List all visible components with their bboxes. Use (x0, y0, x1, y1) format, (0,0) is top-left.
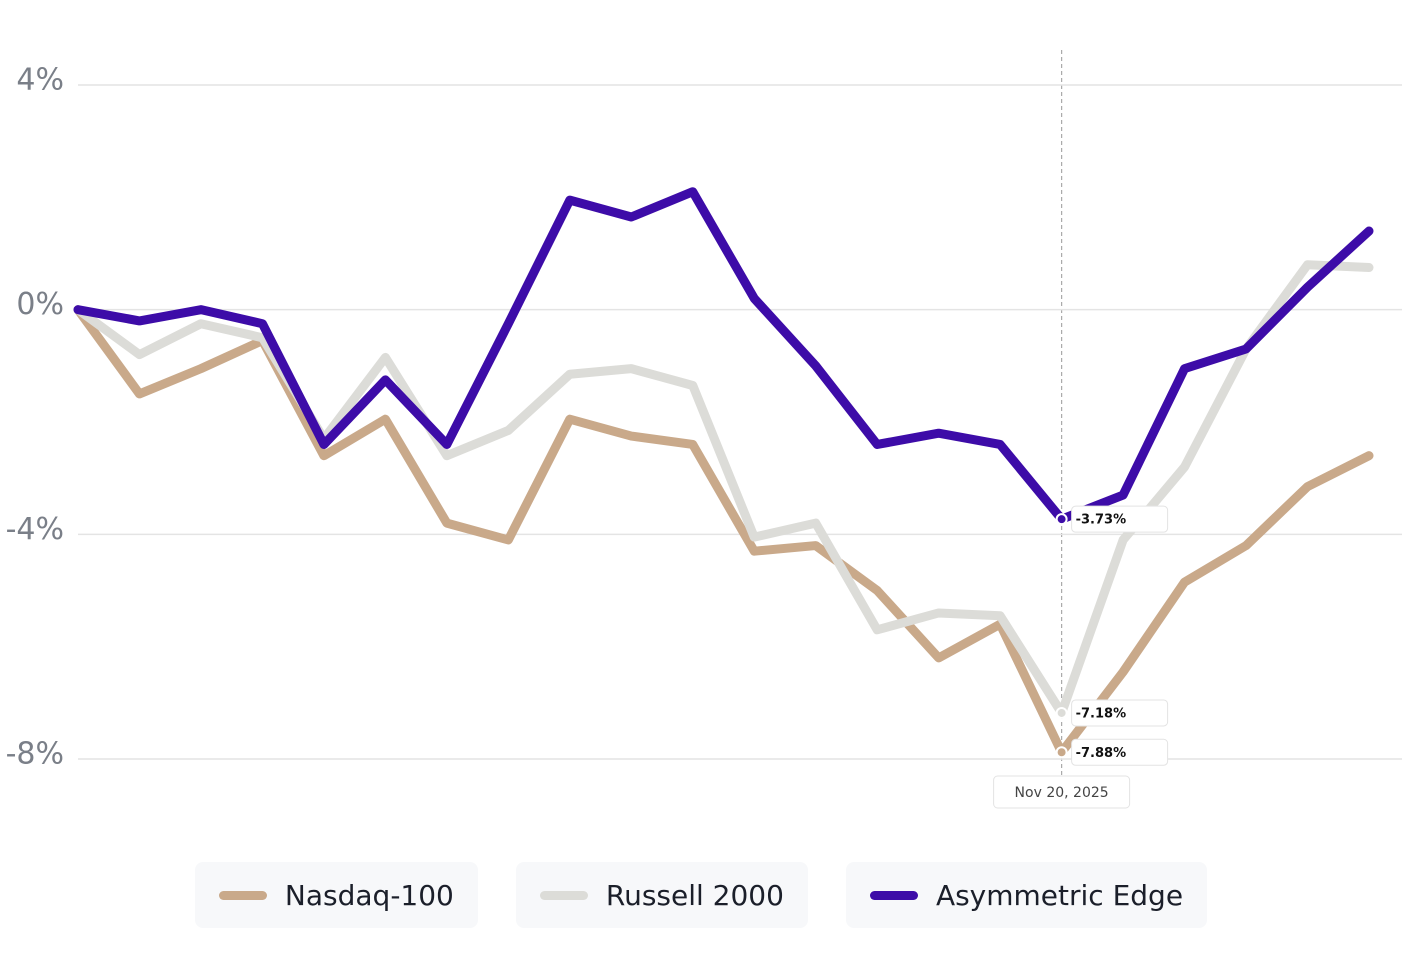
legend-item[interactable]: Nasdaq-100 (194, 862, 478, 928)
value-label-box (1071, 699, 1169, 727)
series-line (73, 187, 1374, 524)
chart: 4% 0% -4% -8% -7.88% -7.18% -3.73% Nov 20, 2025 (6, 50, 1402, 809)
value-label-box (1071, 738, 1169, 766)
y-tick-label: -4% (6, 512, 64, 547)
legend-label: Russell 2000 (605, 878, 784, 912)
value-label-box (1071, 505, 1169, 533)
hover-point (1055, 513, 1068, 526)
legend: Nasdaq-100 Russell 2000 Asymmetric Edge (0, 862, 1402, 928)
legend-label: Asymmetric Edge (935, 878, 1184, 912)
hover-point (1055, 706, 1068, 719)
legend-swatch (869, 890, 918, 900)
value-label: -7.18% (1076, 706, 1127, 721)
legend-swatch (218, 890, 267, 900)
y-tick-label: 0% (16, 287, 64, 322)
value-label: -7.88% (1076, 746, 1127, 761)
legend-item[interactable]: Russell 2000 (515, 862, 808, 928)
value-label: -3.73% (1076, 513, 1127, 528)
y-tick-label: -8% (6, 737, 64, 772)
hover-point (1055, 746, 1068, 759)
date-box (993, 775, 1131, 809)
y-tick-label: 4% (16, 63, 64, 98)
series-line (73, 305, 1374, 757)
legend-swatch (539, 890, 588, 900)
legend-label: Nasdaq-100 (284, 878, 454, 912)
legend-item[interactable]: Asymmetric Edge (845, 862, 1208, 928)
hover-date: Nov 20, 2025 (1015, 785, 1109, 801)
